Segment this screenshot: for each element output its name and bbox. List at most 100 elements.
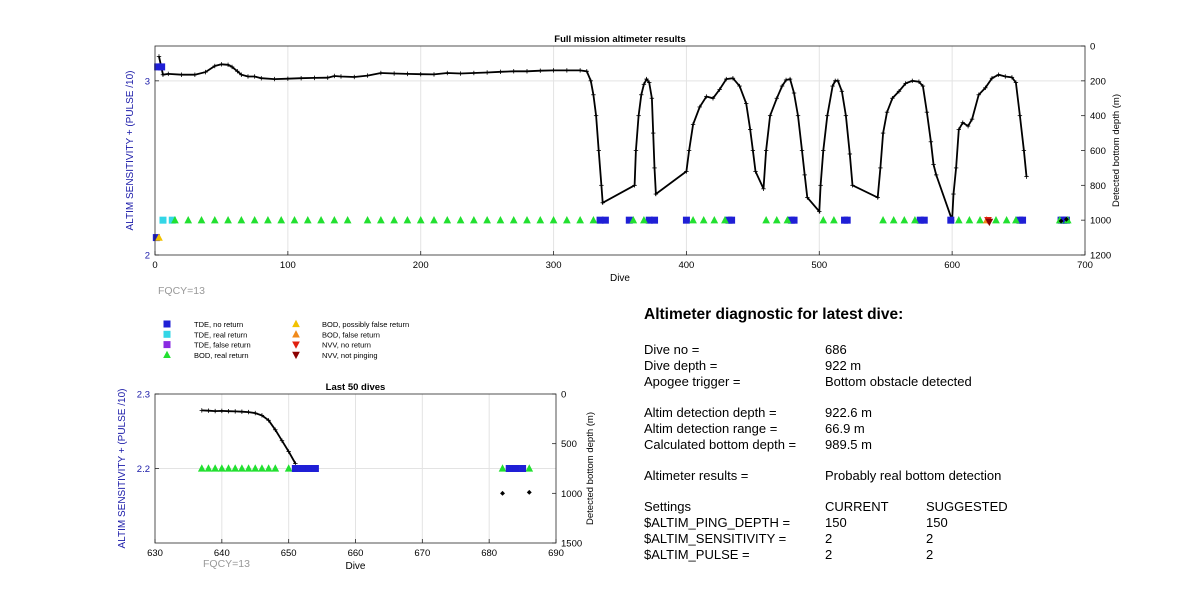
chart1-bod-real-return-marker <box>238 464 246 472</box>
legend-marker <box>163 350 171 359</box>
chart0-depth-points-marker <box>1063 216 1069 222</box>
chart0-bod-real-return-marker <box>911 215 919 224</box>
chart0-bod-real-return-marker <box>576 215 584 224</box>
chart0-tde-no-return-marker <box>601 216 609 224</box>
chart0-bod-real-return-marker <box>171 215 179 224</box>
chart1-bod-real-return-marker <box>204 464 213 472</box>
legend-marker <box>163 341 171 349</box>
chart0-bod-real-return-marker <box>330 215 339 224</box>
setting-current: 2 <box>825 531 833 546</box>
chart0-bod-real-return-marker <box>509 215 518 224</box>
chart1-depth-points-marker <box>500 490 505 496</box>
chart1-bod-real-return-marker <box>211 464 219 472</box>
chart1-x-tick-label: 660 <box>348 548 364 559</box>
chart0-bod-real-return-marker <box>264 215 272 224</box>
legend-label: TDE, no return <box>194 320 243 329</box>
chart1-y-left-tick-label: 2.3 <box>137 390 150 401</box>
chart0-bod-real-return-marker <box>710 215 719 224</box>
chart1-bod-real-return-marker <box>224 464 233 472</box>
chart0-tde-no-return-marker <box>790 216 798 224</box>
results-label: Altimeter results = <box>644 468 749 483</box>
chart0-bod-possibly-false-marker <box>155 233 163 241</box>
chart0-y-left-tick-label: 2 <box>145 251 150 262</box>
chart0-bod-real-return-marker <box>976 215 984 224</box>
chart0-bod-real-return-marker <box>483 215 491 224</box>
setting-suggested: 150 <box>926 515 948 530</box>
suggested-label: SUGGESTED <box>926 499 1008 514</box>
chart0-y-left-tick-label: 3 <box>145 76 150 87</box>
detection-range-value: 66.9 m <box>825 421 865 436</box>
chart0-y-right-tick-label: 400 <box>1090 111 1106 122</box>
legend-label: NVV, no return <box>322 341 371 350</box>
apogee-label: Apogee trigger = <box>644 374 741 389</box>
chart0-depth-points-marker <box>1058 218 1064 224</box>
chart1-tde-no-return-marker <box>298 465 306 472</box>
chart0-bod-real-return-marker <box>563 215 571 224</box>
chart1-tde-no-return-marker <box>519 465 527 472</box>
chart0-bod-real-return-marker <box>523 215 531 224</box>
chart1-tde-no-return-marker <box>512 465 520 472</box>
chart0-bod-real-return-marker <box>430 215 438 224</box>
chart1-depth-line <box>201 409 297 464</box>
chart1-bod-real-return-marker <box>498 464 507 472</box>
chart0-x-axis-label: Dive <box>610 273 630 284</box>
chart1-x-tick-label: 670 <box>414 548 430 559</box>
chart0-bod-real-return-marker <box>992 215 1000 224</box>
chart0-tde-no-return-marker <box>158 63 166 71</box>
chart0-title: Full mission altimeter results <box>554 34 685 45</box>
chart0-bod-real-return-marker <box>363 215 372 224</box>
chart1-x-tick-label: 640 <box>214 548 230 559</box>
diagnostic-panel: Altimeter diagnostic for latest dive: Di… <box>644 306 1184 563</box>
chart0-y-left-axis-label: ALTIM SENSITIVITY + (PULSE /10) <box>125 71 136 231</box>
chart1-x-tick-label: 680 <box>481 548 497 559</box>
chart1-x-axis-label: Dive <box>345 561 365 572</box>
dive-no-row: Dive no = 686 <box>644 342 1184 358</box>
chart0-x-tick-label: 0 <box>152 260 157 271</box>
legend-label: BOD, real return <box>194 351 249 360</box>
legend-marker <box>292 319 300 328</box>
chart1-y-right-tick-label: 1000 <box>561 489 582 500</box>
setting-row-ping-depth: $ALTIM_PING_DEPTH = 150 150 <box>644 515 1184 531</box>
chart0-tde-no-return-marker <box>154 63 162 71</box>
chart0-tde-real-return-marker <box>168 216 176 224</box>
detection-depth-value: 922.6 m <box>825 405 872 420</box>
chart0-tde-no-return-marker <box>728 216 736 224</box>
chart1-tde-no-return-marker <box>291 465 299 472</box>
chart1-bod-real-return-marker <box>197 464 206 472</box>
chart1-y-left-tick-label: 2.2 <box>137 464 150 475</box>
chart0-bod-real-return-marker <box>403 215 412 224</box>
apogee-value: Bottom obstacle detected <box>825 374 972 389</box>
setting-current: 2 <box>825 547 833 562</box>
legend-label: BOD, possibly false return <box>322 320 409 329</box>
legend-marker <box>292 351 300 360</box>
setting-current: 150 <box>825 515 847 530</box>
chart0-x-tick-label: 700 <box>1077 260 1093 271</box>
dive-depth-value: 922 m <box>825 358 862 373</box>
chart1-y-right-tick-label: 500 <box>561 439 577 450</box>
legend-label: TDE, false return <box>194 341 251 350</box>
chart0-bod-real-return-marker <box>317 215 325 224</box>
setting-row-sensitivity: $ALTIM_SENSITIVITY = 2 2 <box>644 531 1184 547</box>
detection-depth-label: Altim detection depth = <box>644 405 777 420</box>
chart0-tde-real-return-marker <box>159 216 167 224</box>
chart1-y-right-axis-label: Detected bottom depth (m) <box>585 412 596 525</box>
chart0-bod-real-return-marker <box>224 215 232 224</box>
chart0-bod-real-return-marker <box>783 215 792 224</box>
chart0-nvv-not-pinging-marker <box>985 218 994 227</box>
chart0-bod-real-return-marker <box>900 215 909 224</box>
calculated-depth-label: Calculated bottom depth = <box>644 437 797 452</box>
chart0-y-right-tick-label: 1200 <box>1090 251 1111 262</box>
chart0-bod-real-return-marker <box>772 215 781 224</box>
calculated-depth-value: 989.5 m <box>825 437 872 452</box>
chart0-y-right-tick-label: 0 <box>1090 42 1095 53</box>
chart0-tde-no-return-marker <box>843 216 851 224</box>
chart0-bod-real-return-marker <box>303 215 312 224</box>
legend-marker <box>292 330 300 338</box>
chart0-tde-no-return-marker <box>625 216 633 224</box>
setting-row-pulse: $ALTIM_PULSE = 2 2 <box>644 547 1184 563</box>
chart0-bod-real-return-marker <box>629 215 638 224</box>
chart0-x-tick-label: 300 <box>546 260 562 271</box>
dive-depth-label: Dive depth = <box>644 358 718 373</box>
chart0-x-tick-label: 500 <box>811 260 827 271</box>
chart1-y-right-tick-label: 0 <box>561 390 566 401</box>
